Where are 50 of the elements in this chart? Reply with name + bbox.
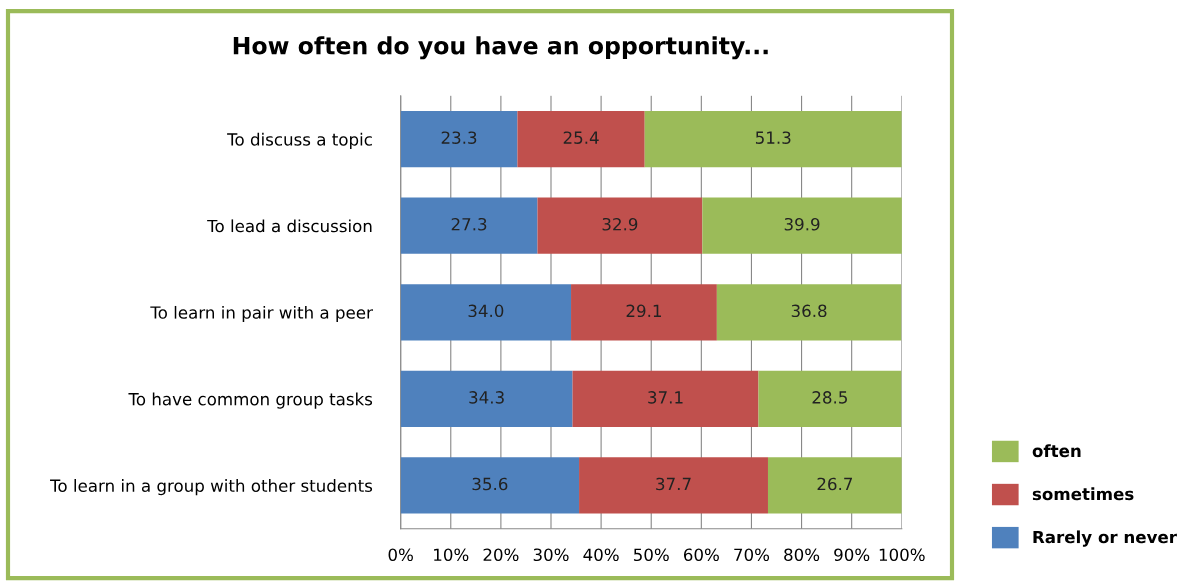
x-tick-label: 50% <box>633 548 669 562</box>
bar <box>702 197 902 254</box>
legend-label: often <box>1032 444 1081 458</box>
bar <box>400 284 572 341</box>
bar <box>400 370 573 427</box>
chart-title: How often do you have an opportunity... <box>233 36 768 60</box>
bar <box>767 457 902 514</box>
x-tick-label: 30% <box>533 548 569 562</box>
data-label: 25.4 <box>563 131 599 144</box>
x-tick-label: 0% <box>388 548 413 562</box>
bar <box>400 457 580 514</box>
bar <box>537 197 703 254</box>
x-tick-label: 60% <box>683 548 719 562</box>
y-tick-label: To lead a discussion <box>207 219 372 233</box>
data-label: 26.7 <box>817 477 853 491</box>
data-label: 35.6 <box>472 477 508 491</box>
data-label: 51.3 <box>755 131 791 144</box>
data-label: 27.3 <box>451 217 487 231</box>
bar <box>400 197 538 254</box>
data-label: 29.1 <box>626 304 661 318</box>
x-tick-label: 80% <box>784 548 820 562</box>
legend-label: Rarely or never <box>1033 530 1177 547</box>
bar <box>579 457 768 514</box>
data-label: 37.1 <box>648 391 683 404</box>
bar <box>758 370 902 427</box>
y-tick-label: To have common group tasks <box>128 392 373 409</box>
bar <box>571 284 717 341</box>
bar <box>644 111 902 168</box>
bar <box>716 284 902 341</box>
bar <box>400 111 518 168</box>
x-tick-label: 40% <box>583 548 619 562</box>
legend-label: sometimes <box>1032 487 1134 501</box>
data-label: 36.8 <box>791 304 827 318</box>
data-label: 32.9 <box>602 217 638 231</box>
bar <box>517 111 645 168</box>
data-label: 28.5 <box>812 391 847 404</box>
x-tick-label: 70% <box>734 548 770 562</box>
y-tick-label: To learn in a group with other students <box>50 479 373 496</box>
data-label: 34.3 <box>469 391 504 404</box>
data-label: 23.3 <box>441 131 477 144</box>
x-tick-label: 100% <box>879 548 925 562</box>
data-label: 39.9 <box>784 217 820 231</box>
y-tick-label: To discuss a topic <box>227 132 372 149</box>
data-label: 37.7 <box>656 477 691 491</box>
x-tick-label: 10% <box>434 548 469 562</box>
y-tick-label: To learn in pair with a peer <box>150 305 373 323</box>
bar <box>572 370 759 427</box>
x-tick-label: 90% <box>834 548 870 562</box>
data-label: 34.0 <box>468 304 504 318</box>
x-tick-label: 20% <box>483 548 519 562</box>
